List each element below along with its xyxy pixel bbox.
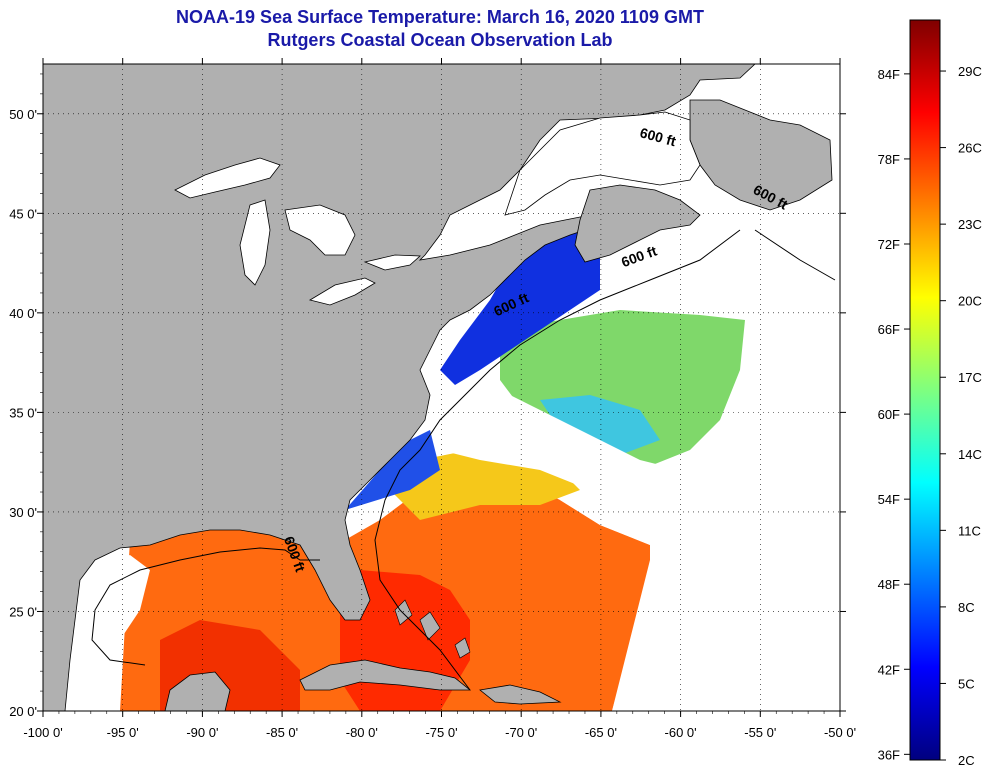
x-tick-label: -60 0' — [665, 725, 697, 740]
colorbar-f-label: 42F — [878, 662, 900, 677]
x-tick-label: -75 0' — [425, 725, 457, 740]
x-tick-label: -95 0' — [107, 725, 139, 740]
sst-swath-blue-north — [440, 230, 600, 385]
colorbar-f-label: 66F — [878, 322, 900, 337]
gulf-of-st-lawrence — [504, 111, 701, 216]
colorbar — [909, 19, 941, 761]
colorbar-c-label: 26C — [958, 141, 982, 156]
north-america-land — [43, 64, 756, 711]
cloud-patch — [430, 390, 690, 495]
lake-erie — [308, 277, 376, 306]
lake-michigan — [239, 199, 271, 286]
lake-superior — [174, 157, 281, 199]
colorbar-f-label: 78F — [878, 152, 900, 167]
y-tick-label: 35 0' — [9, 405, 37, 420]
maritimes-land — [574, 184, 701, 263]
x-axis-ticks: -100 0' -95 0' -90 0' -85 0' -80 0' -75 0' -70… — [23, 58, 856, 740]
bahamas-land — [394, 599, 471, 659]
lake-ontario — [363, 254, 421, 271]
sst-swath-blue-south — [345, 430, 440, 510]
y-tick-label: 50 0' — [9, 107, 37, 122]
lake-huron — [284, 204, 356, 256]
y-tick-label: 25 0' — [9, 604, 37, 619]
colorbar-f-label: 48F — [878, 577, 900, 592]
colorbar-c-label: 29C — [958, 64, 982, 79]
colorbar-f-label: 84F — [878, 67, 900, 82]
colorbar-c-label: 11C — [958, 523, 981, 538]
contour-600ft — [374, 229, 836, 691]
map-title: NOAA-19 Sea Surface Temperature: March 1… — [176, 7, 704, 27]
x-tick-label: -50 0' — [824, 725, 856, 740]
x-tick-label: -70 0' — [505, 725, 537, 740]
x-tick-label: -85 0' — [266, 725, 298, 740]
atlantic-canada-land — [689, 99, 833, 211]
y-tick-label: 20 0' — [9, 704, 37, 719]
yucatan-land — [164, 671, 231, 711]
colorbar-c-label: 14C — [958, 447, 982, 462]
x-tick-label: -100 0' — [23, 725, 62, 740]
y-tick-label: 45 0' — [9, 206, 37, 221]
colorbar-f-label: 36F — [878, 747, 900, 762]
gulf-shelf — [90, 555, 150, 640]
contour-600ft-gulf — [91, 547, 320, 666]
y-tick-label: 30 0' — [9, 505, 37, 520]
colorbar-c-label: 17C — [958, 370, 982, 385]
map-subtitle: Rutgers Coastal Ocean Observation Lab — [267, 30, 613, 50]
y-axis-ticks: 20 0' 25 0' 30 0' 35 0' 40 0' 45 0' 50 0' — [9, 73, 846, 719]
colorbar-f-label: 60F — [878, 407, 900, 422]
colorbar-c-label: 2C — [958, 753, 975, 768]
colorbar-fahrenheit-labels: 84F 78F 72F 66F 60F 54F 48F 42F 36F — [878, 67, 910, 762]
cloud-patch-2 — [560, 470, 700, 711]
colorbar-f-label: 72F — [878, 237, 900, 252]
colorbar-f-label: 54F — [878, 492, 900, 507]
y-tick-label: 40 0' — [9, 306, 37, 321]
x-tick-label: -65 0' — [585, 725, 617, 740]
x-tick-label: -55 0' — [744, 725, 776, 740]
x-tick-label: -80 0' — [346, 725, 378, 740]
colorbar-c-label: 20C — [958, 294, 982, 309]
colorbar-c-label: 8C — [958, 600, 975, 615]
colorbar-c-label: 23C — [958, 217, 982, 232]
hispaniola-land — [479, 684, 562, 705]
colorbar-celsius-labels: 29C 26C 23C 20C 17C 14C 11C 8C 5C 2C — [940, 64, 982, 768]
x-tick-label: -90 0' — [186, 725, 218, 740]
colorbar-c-label: 5C — [958, 676, 975, 691]
